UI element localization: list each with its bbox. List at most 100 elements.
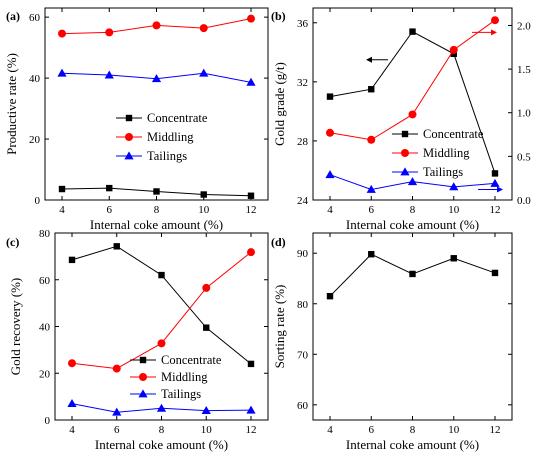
legend-marker — [138, 389, 148, 398]
data-point — [112, 407, 122, 416]
data-point — [201, 406, 211, 415]
data-point — [491, 269, 499, 277]
plot-frame — [44, 7, 269, 201]
data-point — [326, 128, 334, 137]
x-tick-label: 8 — [410, 424, 416, 436]
y-axis-label: Gold grade (g/t) — [272, 62, 287, 146]
data-point — [408, 110, 417, 119]
x-tick-label: 12 — [246, 424, 257, 436]
y-tick-label: 70 — [297, 349, 309, 361]
y-tick-label: 36 — [297, 18, 309, 30]
y-tick-label: 80 — [297, 299, 309, 311]
right-axis-arrowhead-blue — [497, 186, 503, 193]
data-point — [367, 135, 376, 144]
x-tick-label: 4 — [69, 424, 75, 436]
data-point — [247, 192, 255, 199]
data-point — [158, 271, 165, 279]
data-point — [151, 74, 162, 83]
panel-label: (a) — [6, 9, 20, 23]
x-tick-label: 10 — [448, 424, 460, 436]
x-tick-label: 6 — [369, 424, 375, 436]
data-point — [247, 14, 255, 23]
plot-frame — [312, 232, 513, 421]
data-point — [106, 184, 113, 192]
y-tick-label: 40 — [29, 73, 41, 85]
series-tailings — [57, 68, 256, 86]
x-tick-label: 10 — [448, 204, 460, 216]
y2-tick-label: 0.5 — [517, 151, 531, 163]
y2-tick-label: 0.0 — [517, 195, 531, 207]
y-axis-label: Gold recovery (%) — [8, 278, 23, 375]
y-tick-label: 60 — [297, 400, 309, 412]
data-point — [68, 359, 76, 368]
y-tick-label: 0 — [35, 195, 41, 207]
legend-entry: Tailings — [423, 165, 463, 179]
data-point — [58, 29, 66, 38]
x-axis-label: Internal coke amount (%) — [95, 437, 228, 452]
legend-entry: Middling — [147, 130, 194, 144]
series-tailings — [325, 170, 500, 193]
series-middling — [68, 248, 255, 373]
data-point — [104, 70, 114, 79]
data-point — [246, 405, 256, 414]
right-axis-arrowhead-red — [491, 29, 497, 36]
data-point — [199, 24, 208, 33]
y-tick-label: 60 — [39, 275, 51, 287]
panel-label: (d) — [271, 235, 286, 249]
data-point — [200, 191, 207, 198]
data-point — [247, 360, 255, 368]
series-line — [329, 19, 496, 141]
legend-entry: Concentrate — [161, 353, 222, 367]
y-tick-label: 60 — [29, 12, 41, 24]
x-tick-label: 4 — [327, 424, 333, 436]
data-point — [491, 16, 499, 25]
x-tick-label: 10 — [198, 204, 210, 216]
x-axis-label: Internal coke amount (%) — [346, 217, 479, 232]
data-point — [449, 182, 459, 191]
x-tick-label: 6 — [114, 424, 120, 436]
legend-entry: Concentrate — [423, 127, 484, 141]
data-point — [58, 185, 66, 193]
data-point — [113, 243, 120, 250]
legend-entry: Tailings — [161, 387, 201, 401]
y-tick-label: 40 — [39, 322, 51, 334]
x-tick-label: 4 — [327, 204, 333, 216]
legend-marker — [400, 167, 410, 176]
data-point — [407, 177, 418, 186]
y-tick-label: 20 — [29, 134, 41, 146]
series-middling — [326, 16, 499, 144]
data-point — [202, 283, 211, 292]
data-point — [325, 170, 335, 179]
left-axis-arrowhead — [366, 56, 372, 63]
series-concentrate — [326, 28, 499, 177]
data-point — [409, 28, 416, 35]
x-tick-label: 4 — [59, 204, 65, 216]
y-tick-label: 28 — [297, 136, 309, 148]
data-point — [57, 68, 67, 77]
y-axis-label: Sorting rate (%) — [272, 285, 287, 369]
data-point — [152, 21, 161, 30]
legend-entry: Middling — [423, 146, 470, 160]
legend-marker — [124, 151, 134, 160]
data-point — [491, 170, 499, 177]
data-point — [449, 45, 458, 54]
x-tick-label: 8 — [410, 204, 416, 216]
legend-marker — [125, 133, 133, 141]
legend-marker — [401, 149, 409, 157]
series-concentrate — [58, 184, 255, 199]
data-point — [199, 68, 209, 77]
panel-4: 4 6 8 10 12 60 70 80 90 Internal coke amount (%) S… — [271, 232, 513, 452]
x-tick-label: 8 — [154, 204, 160, 216]
plot-frame — [312, 7, 513, 201]
panel-1: 4 6 8 10 12 0 20 40 60 Internal coke amount (%) Pr… — [4, 7, 269, 232]
data-point — [326, 292, 334, 300]
data-point — [157, 339, 166, 348]
x-axis-label: Internal coke amount (%) — [346, 437, 479, 452]
panel-2: 4 6 8 10 12 24 28 32 36 0.0 0.5 1.0 1.5 2.0 Internal c… — [271, 7, 531, 232]
y-tick-label: 24 — [297, 195, 309, 207]
data-point — [368, 86, 375, 93]
data-point — [490, 178, 500, 187]
panel-label: (c) — [6, 235, 19, 249]
data-point — [366, 184, 376, 193]
series-middling — [58, 14, 255, 38]
